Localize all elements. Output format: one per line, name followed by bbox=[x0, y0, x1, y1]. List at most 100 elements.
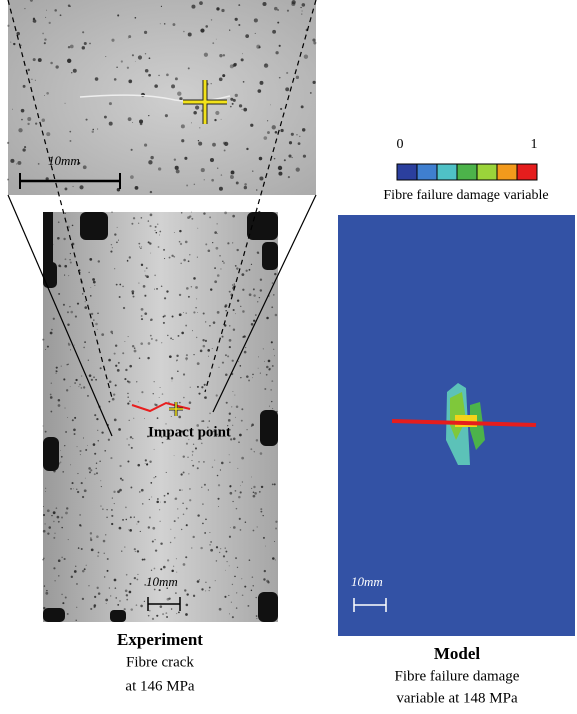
speckle-dot bbox=[69, 386, 71, 388]
cross-marker bbox=[169, 402, 183, 416]
speckle-dot bbox=[32, 17, 36, 21]
speckle-dot bbox=[221, 335, 224, 338]
speckle-dot bbox=[216, 167, 219, 169]
speckle-dot bbox=[52, 317, 55, 320]
speckle-dot bbox=[118, 295, 121, 298]
speckle-dot bbox=[216, 223, 218, 225]
speckle-dot bbox=[94, 414, 97, 417]
speckle-dot bbox=[64, 596, 67, 599]
speckle-dot bbox=[229, 526, 231, 528]
speckle-dot bbox=[132, 122, 134, 124]
speckle-dot bbox=[189, 254, 191, 256]
speckle-dot bbox=[131, 54, 134, 57]
speckle-dot bbox=[227, 242, 230, 245]
speckle-dot bbox=[258, 253, 260, 255]
speckle-dot bbox=[177, 370, 179, 373]
speckle-dot bbox=[106, 508, 108, 511]
speckle-dot bbox=[76, 302, 80, 305]
speckle-dot bbox=[278, 44, 281, 47]
speckle-dot bbox=[250, 323, 254, 326]
speckle-dot bbox=[235, 405, 239, 408]
speckle-dot bbox=[171, 254, 174, 257]
speckle-dot bbox=[80, 482, 83, 485]
speckle-dot bbox=[200, 546, 203, 550]
speckle-dot bbox=[185, 507, 188, 510]
speckle-dot bbox=[179, 489, 181, 492]
speckle-dot bbox=[234, 264, 237, 267]
speckle-dot bbox=[148, 114, 150, 117]
speckle-dot bbox=[119, 488, 122, 492]
speckle-dot bbox=[77, 473, 79, 475]
speckle-dot bbox=[198, 461, 200, 463]
speckle-dot bbox=[277, 165, 283, 171]
speckle-dot bbox=[256, 189, 258, 191]
speckle-dot bbox=[238, 361, 240, 363]
speckle-dot bbox=[234, 394, 236, 396]
speckle-dot bbox=[70, 349, 72, 351]
speckle-dot bbox=[135, 604, 138, 606]
speckle-dot bbox=[75, 378, 78, 382]
speckle-dot bbox=[90, 537, 92, 539]
speckle-dot bbox=[145, 267, 148, 269]
speckle-dot bbox=[252, 373, 254, 376]
speckle-dot bbox=[139, 119, 144, 124]
speckle-dot bbox=[95, 467, 97, 470]
speckle-dot bbox=[64, 274, 66, 276]
speckle-dot bbox=[42, 513, 46, 517]
speckle-dot bbox=[166, 290, 169, 293]
speckle-dot bbox=[92, 128, 94, 131]
speckle-dot bbox=[270, 104, 271, 106]
speckle-dot bbox=[202, 522, 204, 525]
speckle-dot bbox=[242, 310, 245, 313]
caption: Fibre crack bbox=[126, 654, 194, 670]
speckle-dot bbox=[238, 23, 241, 26]
speckle-dot bbox=[130, 486, 133, 489]
speckle-dot bbox=[57, 221, 60, 224]
speckle-dot bbox=[205, 581, 207, 584]
speckle-dot bbox=[87, 445, 88, 446]
speckle-dot bbox=[175, 169, 180, 174]
speckle-dot bbox=[69, 258, 71, 261]
speckle-dot bbox=[259, 289, 263, 292]
speckle-dot bbox=[300, 105, 304, 109]
speckle-dot bbox=[126, 260, 129, 262]
speckle-dot bbox=[214, 459, 216, 461]
speckle-dot bbox=[96, 472, 98, 475]
speckle-dot bbox=[111, 514, 114, 517]
speckle-dot bbox=[46, 589, 48, 592]
speckle-dot bbox=[178, 415, 182, 419]
speckle-dot bbox=[205, 243, 208, 246]
speckle-dot bbox=[150, 482, 153, 484]
speckle-dot bbox=[309, 92, 312, 94]
speckle-dot bbox=[111, 38, 115, 42]
speckle-dot bbox=[93, 319, 95, 321]
speckle-dot bbox=[231, 284, 234, 286]
speckle-dot bbox=[251, 423, 254, 427]
speckle-dot bbox=[70, 464, 72, 466]
speckle-dot bbox=[172, 338, 174, 341]
speckle-dot bbox=[44, 38, 47, 41]
speckle-dot bbox=[10, 158, 15, 163]
speckle-dot bbox=[201, 420, 203, 423]
speckle-dot bbox=[207, 249, 211, 253]
speckle-dot bbox=[164, 258, 166, 260]
speckle-dot bbox=[203, 483, 206, 486]
speckle-dot bbox=[259, 80, 264, 85]
speckle-dot bbox=[133, 349, 137, 353]
speckle-dot bbox=[64, 187, 68, 191]
speckle-dot bbox=[241, 408, 244, 411]
speckle-dot bbox=[166, 616, 169, 618]
speckle-dot bbox=[201, 386, 204, 389]
speckle-dot bbox=[271, 407, 274, 410]
speckle-dot bbox=[241, 578, 243, 580]
speckle-dot bbox=[84, 477, 86, 479]
speckle-dot bbox=[113, 503, 115, 505]
speckle-dot bbox=[122, 306, 126, 310]
speckle-dot bbox=[18, 128, 23, 133]
grip-tabs bbox=[43, 212, 278, 622]
speckle-dot bbox=[274, 355, 275, 357]
speckle-dot bbox=[198, 579, 200, 581]
speckle-dot bbox=[67, 58, 72, 63]
speckle-dot bbox=[247, 604, 250, 607]
speckle-dot bbox=[140, 247, 142, 250]
